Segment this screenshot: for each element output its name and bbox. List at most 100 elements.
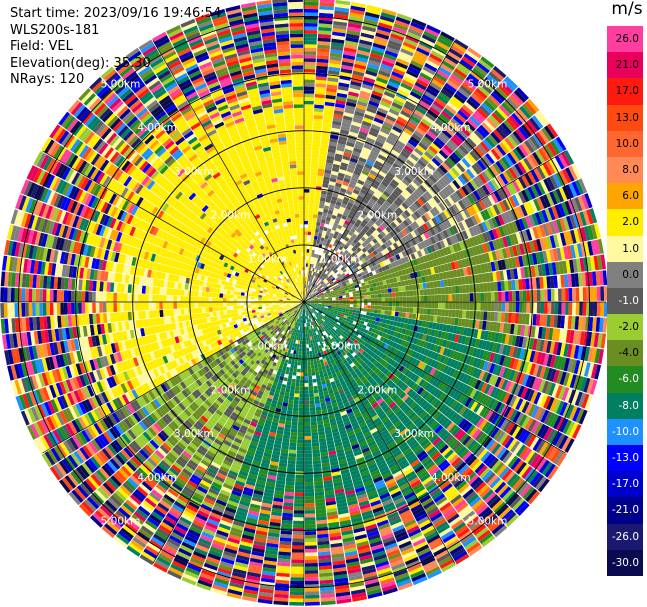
- velocity-gate: [408, 170, 417, 179]
- velocity-gate: [448, 226, 456, 236]
- velocity-gate: [355, 219, 362, 225]
- velocity-gate: [360, 263, 365, 269]
- velocity-gate: [478, 199, 487, 210]
- velocity-gate: [350, 241, 356, 247]
- velocity-gate: [342, 54, 356, 60]
- velocity-gate: [464, 155, 474, 166]
- velocity-gate: [398, 194, 406, 202]
- velocity-gate: [304, 510, 316, 514]
- velocity-gate: [377, 186, 385, 194]
- velocity-gate: [402, 262, 408, 269]
- velocity-gate: [582, 302, 587, 316]
- velocity-gate: [553, 275, 558, 288]
- velocity-gate: [418, 100, 431, 109]
- velocity-gate: [386, 283, 392, 289]
- velocity-gate: [458, 310, 463, 318]
- velocity-gate: [321, 303, 326, 306]
- velocity-gate: [512, 290, 516, 302]
- velocity-gate: [402, 296, 407, 302]
- velocity-gate: [307, 293, 311, 297]
- velocity-gate: [329, 52, 343, 58]
- velocity-gate: [331, 124, 341, 130]
- velocity-gate: [310, 175, 317, 179]
- velocity-gate: [325, 266, 329, 271]
- velocity-gate: [398, 204, 406, 212]
- velocity-gate: [414, 147, 424, 157]
- velocity-gate: [444, 82, 457, 93]
- velocity-gate: [465, 284, 470, 293]
- velocity-gate: [545, 249, 552, 263]
- velocity-gate: [306, 292, 309, 296]
- velocity-gate: [400, 82, 413, 91]
- velocity-gate: [317, 211, 323, 216]
- velocity-gate: [495, 271, 501, 281]
- velocity-gate: [367, 280, 373, 285]
- velocity-gate: [493, 281, 498, 292]
- velocity-gate: [372, 214, 380, 221]
- velocity-gate: [311, 249, 315, 254]
- velocity-gate: [364, 302, 368, 306]
- velocity-gate: [361, 120, 372, 127]
- velocity-gate: [521, 255, 528, 267]
- velocity-gate: [353, 304, 357, 308]
- velocity-gate: [409, 302, 414, 308]
- velocity-gate: [304, 337, 306, 341]
- velocity-gate: [331, 167, 340, 173]
- velocity-gate: [304, 203, 309, 207]
- velocity-gate: [426, 314, 431, 322]
- velocity-gate: [579, 331, 585, 346]
- velocity-gate: [305, 319, 307, 324]
- velocity-gate: [445, 324, 451, 333]
- velocity-gate: [346, 302, 350, 305]
- velocity-gate: [424, 275, 430, 283]
- velocity-gate: [440, 316, 445, 324]
- velocity-gate: [368, 100, 380, 108]
- velocity-gate: [397, 54, 411, 63]
- velocity-gate: [308, 206, 314, 211]
- velocity-gate: [379, 281, 384, 286]
- velocity-gate: [433, 315, 438, 323]
- velocity-gate: [600, 302, 605, 317]
- velocity-gate: [316, 62, 329, 67]
- velocity-gate: [394, 260, 400, 267]
- velocity-gate: [347, 239, 353, 245]
- velocity-gate: [311, 231, 315, 236]
- velocity-gate: [588, 317, 594, 332]
- velocity-gate: [437, 179, 447, 189]
- velocity-gate: [388, 194, 396, 202]
- velocity-gate: [563, 246, 569, 260]
- velocity-gate: [321, 268, 325, 273]
- velocity-gate: [351, 312, 356, 316]
- velocity-gate: [370, 150, 379, 157]
- velocity-gate: [595, 317, 601, 332]
- velocity-gate: [355, 290, 360, 294]
- velocity-gate: [313, 207, 319, 212]
- velocity-gate: [476, 127, 488, 139]
- velocity-gate: [350, 124, 361, 131]
- velocity-gate: [347, 202, 354, 208]
- velocity-gate: [391, 101, 403, 110]
- velocity-gate: [304, 503, 315, 507]
- velocity-gate: [388, 273, 393, 279]
- velocity-gate: [551, 157, 562, 172]
- velocity-gate: [316, 179, 323, 184]
- velocity-gate: [316, 58, 329, 63]
- velocity-gate: [315, 281, 319, 285]
- velocity-gate: [592, 271, 597, 286]
- velocity-gate: [536, 197, 545, 210]
- velocity-gate: [344, 220, 350, 226]
- velocity-gate: [304, 199, 309, 204]
- velocity-gate: [304, 65, 316, 70]
- velocity-gate: [416, 144, 426, 154]
- velocity-gate: [532, 226, 540, 239]
- velocity-gate: [345, 294, 350, 298]
- velocity-gate: [376, 173, 385, 181]
- velocity-gate: [459, 302, 463, 310]
- velocity-gate: [523, 157, 533, 171]
- velocity-gate: [539, 339, 545, 352]
- velocity-gate: [474, 255, 481, 265]
- velocity-gate: [357, 97, 369, 104]
- velocity-gate: [329, 203, 336, 208]
- velocity-gate: [438, 113, 450, 123]
- velocity-gate: [488, 229, 496, 241]
